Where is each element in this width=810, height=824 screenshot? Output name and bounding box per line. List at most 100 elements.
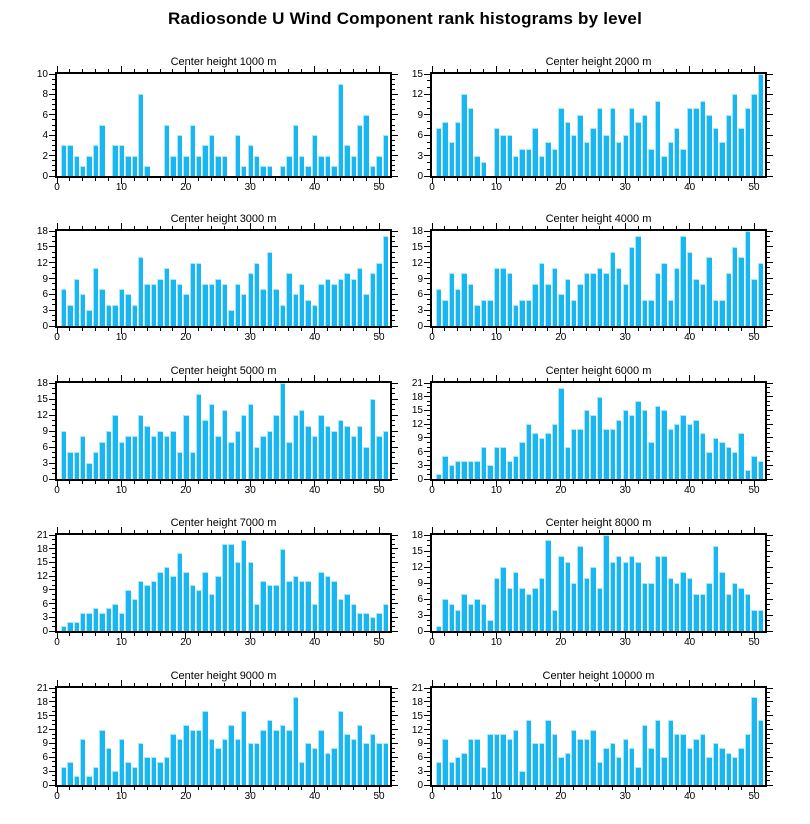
bar: [363, 294, 369, 326]
tick: [611, 530, 613, 533]
tick: [49, 414, 55, 416]
tick: [288, 328, 290, 331]
tick: [767, 446, 770, 448]
tick: [392, 241, 395, 243]
tick: [598, 378, 600, 381]
tick: [49, 687, 55, 689]
x-tick-label: 40: [309, 791, 321, 802]
tick: [424, 582, 430, 584]
y-tick-label: 15: [411, 546, 423, 557]
bar: [732, 583, 738, 631]
bar: [442, 738, 448, 785]
tick: [392, 251, 395, 253]
tick: [427, 747, 430, 749]
tick: [82, 787, 84, 790]
tick: [427, 761, 430, 763]
tick: [146, 69, 148, 72]
tick: [427, 241, 430, 243]
tick: [249, 178, 251, 184]
tick: [49, 382, 55, 384]
bar: [757, 74, 764, 176]
bar: [706, 757, 712, 785]
y-tick-label: 15: [411, 405, 423, 417]
tick: [352, 683, 354, 686]
y-tick-label: 6: [417, 130, 423, 142]
tick: [427, 455, 430, 457]
tick: [427, 545, 430, 547]
bar: [234, 431, 241, 479]
bar: [202, 571, 208, 631]
tick: [427, 121, 430, 123]
tick: [424, 729, 430, 731]
tick: [392, 539, 395, 541]
tick: [392, 467, 395, 469]
tick: [727, 633, 729, 636]
tick: [424, 756, 430, 758]
tick: [108, 530, 110, 533]
tick: [457, 633, 459, 636]
bar: [545, 720, 551, 785]
tick: [431, 223, 433, 229]
bar: [241, 165, 247, 176]
bar: [363, 612, 369, 631]
bar: [506, 135, 512, 176]
tick: [611, 787, 613, 790]
bar: [609, 561, 616, 631]
tick: [753, 680, 755, 686]
bar: [570, 583, 577, 631]
bar: [641, 299, 648, 326]
tick: [327, 178, 329, 181]
tick: [327, 378, 329, 381]
bar: [577, 428, 583, 479]
tick: [767, 283, 770, 285]
tick: [352, 530, 354, 533]
y-tick-label: 9: [417, 738, 423, 750]
tick: [392, 99, 395, 100]
tick: [49, 630, 55, 632]
bar: [725, 447, 731, 479]
bar: [86, 463, 92, 479]
bar: [150, 757, 157, 785]
bar: [215, 155, 221, 176]
bar: [292, 576, 299, 631]
x-tick-label: 40: [309, 637, 321, 648]
tick: [392, 93, 398, 95]
bar: [228, 310, 234, 326]
panel-title: Center height 1000 m: [170, 56, 277, 68]
bar: [732, 246, 738, 326]
tick: [95, 69, 97, 72]
tick: [547, 328, 549, 331]
tick: [392, 435, 395, 437]
tick: [211, 328, 213, 331]
x-tick-label: 10: [490, 332, 502, 343]
bar: [622, 135, 628, 176]
bar: [680, 236, 686, 326]
bar: [744, 734, 751, 785]
y-tick-label: 9: [417, 578, 423, 589]
bar: [538, 577, 545, 631]
tick: [534, 378, 536, 381]
tick: [740, 787, 742, 790]
tick: [392, 124, 395, 126]
tick: [49, 742, 55, 744]
x-tick-label: 0: [54, 182, 60, 193]
bar: [286, 155, 292, 176]
tick: [52, 539, 55, 541]
x-tick-label: 20: [180, 637, 192, 648]
tick: [288, 530, 290, 533]
tick: [650, 633, 652, 636]
bar: [80, 612, 86, 631]
tick: [767, 539, 770, 541]
bar: [305, 425, 311, 479]
tick: [185, 633, 187, 639]
bar: [382, 236, 389, 326]
tick: [185, 680, 187, 686]
x-tick-label: 20: [180, 182, 192, 193]
tick: [392, 246, 398, 248]
tick: [352, 226, 354, 229]
tick: [767, 775, 770, 777]
tick: [392, 170, 395, 172]
bar: [480, 766, 487, 785]
tick: [392, 571, 395, 573]
tick: [236, 378, 238, 381]
